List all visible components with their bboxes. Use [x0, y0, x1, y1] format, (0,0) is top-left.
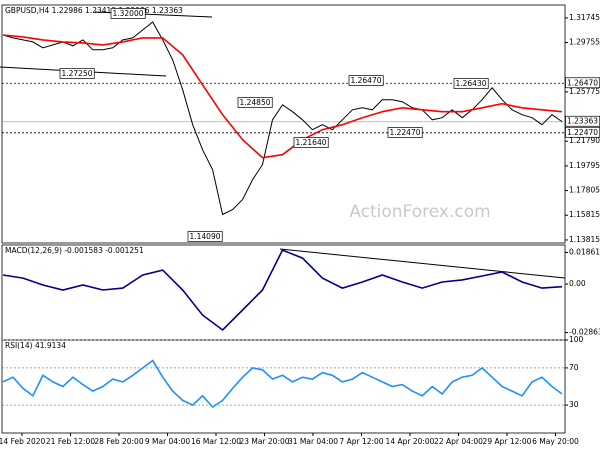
current-price-label: 1.23363 [567, 117, 598, 126]
x-tick-label: 7 Apr 12:00 [339, 437, 383, 446]
annotation-box [453, 78, 489, 89]
x-tick-label: 31 Mar 04:00 [288, 437, 338, 446]
level-label: 1.22470 [567, 128, 598, 137]
annotation: 1.24850 [239, 98, 270, 107]
annotation: 1.14090 [189, 232, 220, 241]
y-tick-label: 1.15815 [569, 210, 600, 219]
x-tick-label: 16 Mar 12:00 [191, 437, 241, 446]
annotation-box [348, 75, 384, 86]
series-line [2, 34, 563, 159]
y-tick-label: 1.21790 [569, 136, 600, 145]
annotation: 1.27250 [61, 69, 92, 78]
y-tick-label: 1.25775 [569, 87, 600, 96]
x-tick-label: 9 Mar 04:00 [145, 437, 191, 446]
annotation: 1.26430 [455, 79, 486, 88]
x-tick-label: 14 Feb 2020 [0, 437, 46, 446]
y-tick-label: 1.17805 [569, 186, 600, 195]
y-tick-label: 0.018615 [569, 247, 600, 256]
annotation-box [110, 8, 146, 19]
series-line [2, 359, 563, 409]
annotation: 1.22470 [389, 128, 420, 137]
y-tick-label: 1.29755 [569, 38, 600, 47]
panel-title: GBPUSD,H4 1.22986 1.23412 1.22986 1.2336… [5, 6, 183, 15]
panel-title: RSI(14) 41.9134 [5, 341, 66, 350]
annotation: 1.21640 [295, 138, 326, 147]
x-tick-label: 29 Apr 12:00 [483, 437, 532, 446]
y-tick-label: 100 [569, 335, 584, 344]
annotation-box [187, 231, 223, 242]
annotation: 1.26470 [350, 76, 381, 85]
trendline [279, 248, 566, 279]
x-tick-label: 6 May 20:00 [532, 437, 579, 446]
x-tick-label: 28 Feb 20:00 [94, 437, 143, 446]
annotation-box [293, 137, 329, 148]
y-tick-label: 0.00 [569, 279, 586, 288]
watermark: ActionForex.com [349, 202, 490, 222]
x-tick-label: 14 Apr 20:00 [386, 437, 435, 446]
y-tick-label: 30 [569, 400, 579, 409]
level-label: 1.26470 [567, 78, 598, 87]
panel [1, 4, 566, 244]
y-tick-label: 1.19795 [569, 161, 600, 170]
x-tick-label: 21 Feb 12:00 [46, 437, 95, 446]
x-tick-label: 23 Mar 20:00 [239, 437, 289, 446]
y-tick-label: 1.31745 [569, 13, 600, 22]
annotation: 1.32000 [112, 9, 143, 18]
y-tick-label: 70 [569, 363, 579, 372]
x-tick-label: 22 Apr 04:00 [434, 437, 483, 446]
panel-title: MACD(12,26,9) -0.001583 -0.001251 [5, 246, 144, 255]
annotation-box [237, 97, 273, 108]
annotation-box [59, 68, 95, 79]
series-line [2, 249, 563, 332]
annotation-box [387, 127, 423, 138]
y-tick-label: -0.028631 [569, 328, 600, 337]
y-tick-label: 1.13815 [569, 235, 600, 244]
series-line [2, 21, 563, 216]
